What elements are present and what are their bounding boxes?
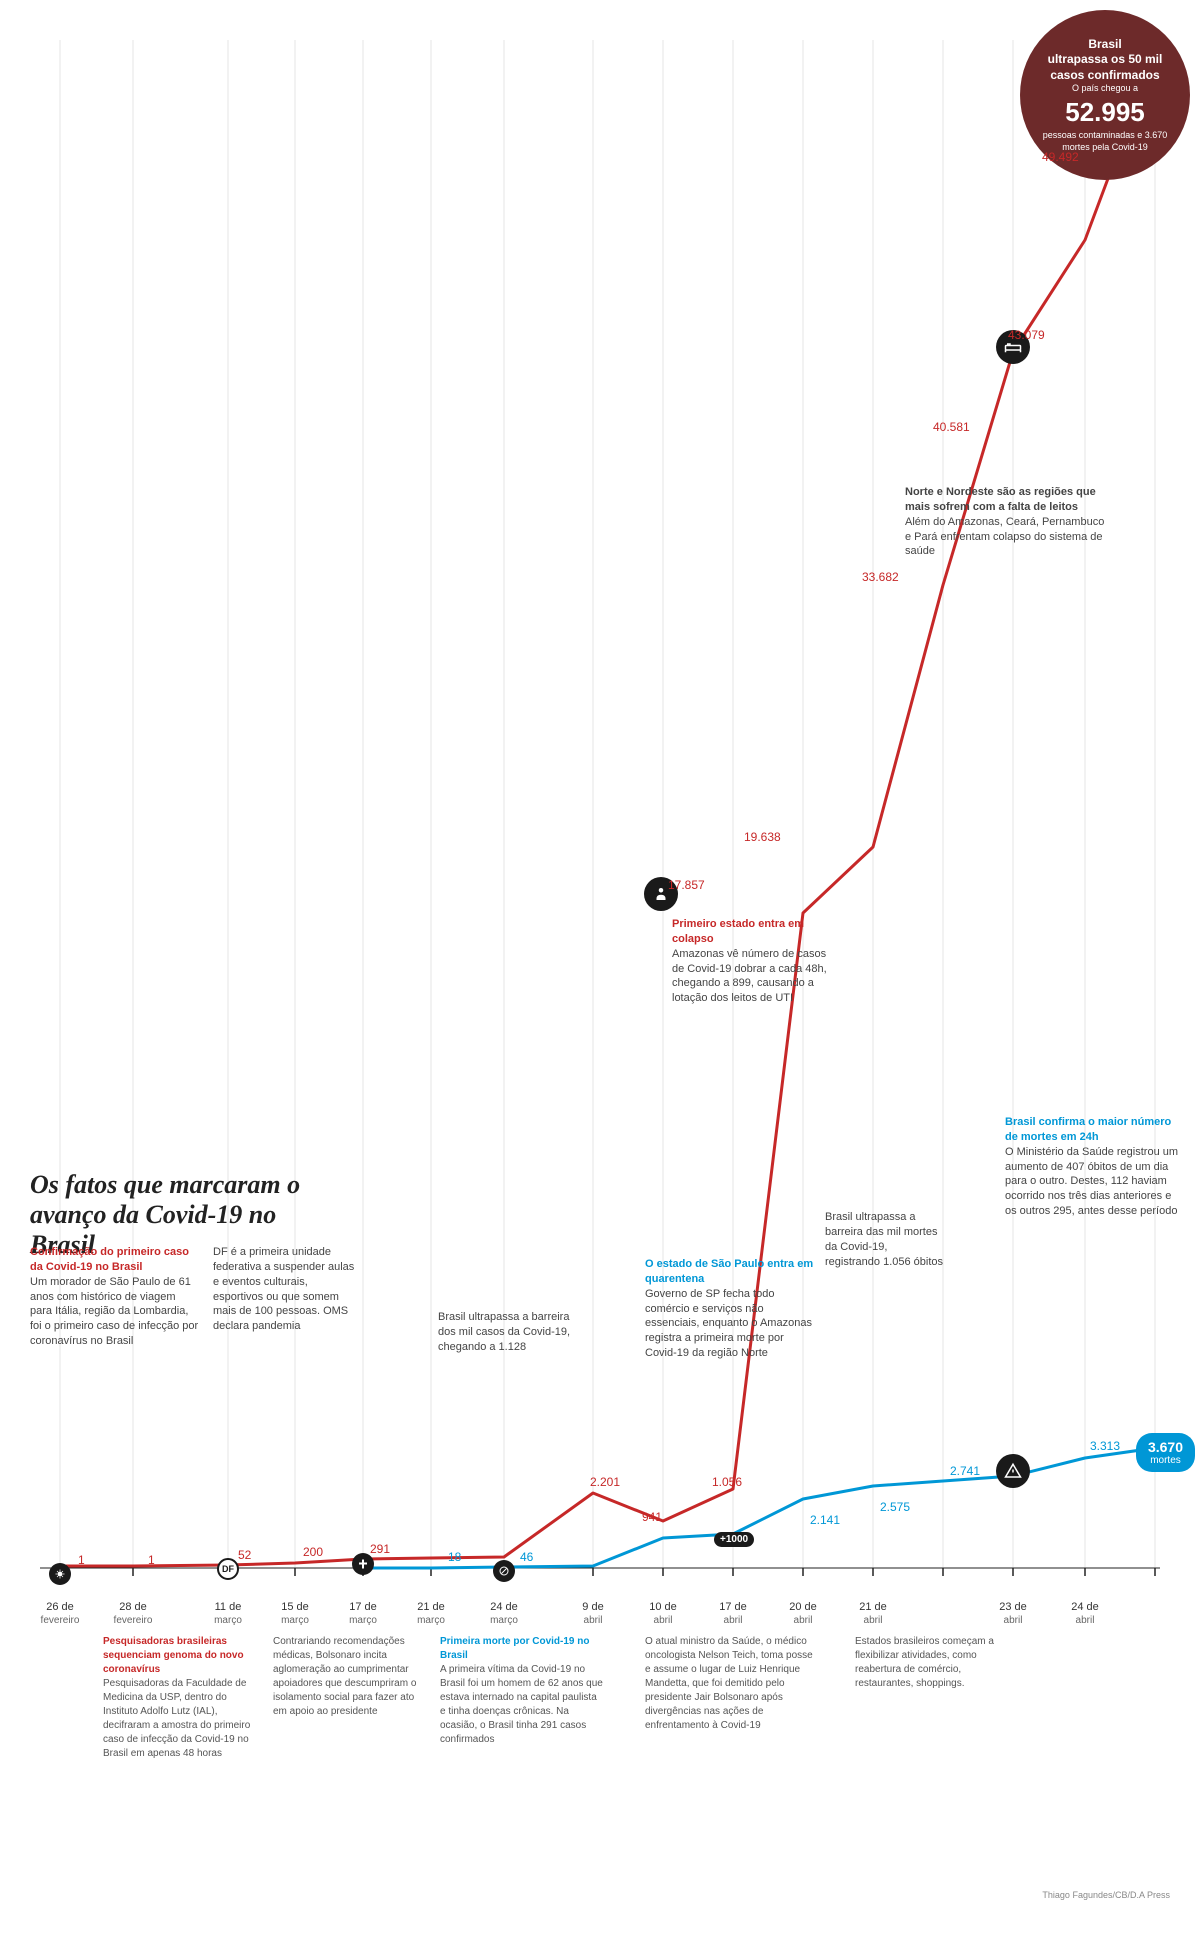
chart-area: Brasil ultrapassa os 50 mil casos confir… [30,20,1170,1600]
data-point-label: 1 [78,1553,85,1567]
headline-number: 52.995 [1065,97,1145,128]
virus-icon [49,1563,71,1585]
data-point-label: 40.581 [933,420,970,434]
annotation: Norte e Nordeste são as regiões que mais… [905,485,1105,559]
data-point-label: 1.056 [712,1475,742,1489]
data-point-label: 52 [238,1548,251,1562]
data-point-label: 291 [370,1542,390,1556]
headline-title1: Brasil [1088,37,1121,53]
x-axis-label: 26 defevereiro [41,1600,80,1627]
df-icon: DF [217,1558,239,1580]
footnote: Estados brasileiros começam a flexibiliz… [855,1635,1015,1691]
annotation: O estado de São Paulo entra em quarenten… [645,1257,815,1361]
x-axis-label: 23 deabril [999,1600,1027,1627]
data-point-label: 2.575 [880,1500,910,1514]
x-axis-label: 24 deabril [1071,1600,1099,1627]
x-axis-label: 17 deabril [719,1600,747,1627]
data-point-label: 33.682 [862,570,899,584]
annotation: DF é a primeira unidade federativa a sus… [213,1245,358,1334]
x-axis-label: 10 deabril [649,1600,677,1627]
x-axis-label: 21 deabril [859,1600,887,1627]
x-axis-label: 11 demarço [214,1600,242,1627]
headline-title2: ultrapassa os 50 mil casos confirmados [1032,52,1178,83]
x-axis-label: 9 deabril [582,1600,603,1627]
data-point-label: 2.141 [810,1513,840,1527]
data-point-label: 200 [303,1545,323,1559]
x-axis-label: 17 demarço [349,1600,377,1627]
annotation: Brasil confirma o maior número de mortes… [1005,1115,1180,1219]
annotation: Brasil ultrapassa a barreira das mil mor… [825,1210,945,1269]
data-point-label: 19.638 [744,830,781,844]
cases-line [60,53,1155,1566]
prohibit-icon [493,1560,515,1582]
annotation: Brasil ultrapassa a barreira dos mil cas… [438,1310,578,1355]
deaths-badge: 3.670 mortes [1136,1433,1195,1472]
data-point-label: 17.857 [668,878,705,892]
cross-icon [352,1553,374,1575]
x-axis-label: 20 deabril [789,1600,817,1627]
credit: Thiago Fagundes/CB/D.A Press [1042,1890,1170,1900]
data-point-label: 941 [642,1510,662,1524]
data-point-label: 1 [148,1553,155,1567]
x-axis-label: 24 demarço [490,1600,518,1627]
annotation: Primeiro estado entra em colapsoAmazonas… [672,917,837,1006]
data-point-label: 3.313 [1090,1439,1120,1453]
x-axis-label: 28 defevereiro [114,1600,153,1627]
headline-sub1: O país chegou a [1072,83,1138,95]
x-axis: 26 defevereiro 28 defevereiro 11 demarço 15… [30,1600,1170,1880]
footnote: Primeira morte por Covid-19 no BrasilA p… [440,1635,605,1747]
annotation: Confirmação do primeiro caso da Covid-19… [30,1245,200,1349]
footnote: O atual ministro da Saúde, o médico onco… [645,1635,820,1733]
data-point-label: 18 [448,1550,461,1564]
data-point-label: 2.201 [590,1475,620,1489]
data-point-label: 43.079 [1008,328,1045,342]
data-point-label: 49.492 [1042,150,1079,164]
deaths-line [363,1448,1155,1568]
chart-svg [30,20,1170,1600]
x-axis-label: 15 demarço [281,1600,309,1627]
footnote: Contrariando recomendações médicas, Bols… [273,1635,423,1719]
x-axis-label: 21 demarço [417,1600,445,1627]
warning-icon [996,1454,1030,1488]
thousand-pill: +1000 [714,1532,754,1547]
data-point-label: 46 [520,1550,533,1564]
footnote: Pesquisadoras brasileiras sequenciam gen… [103,1635,258,1761]
data-point-label: 2.741 [950,1464,980,1478]
